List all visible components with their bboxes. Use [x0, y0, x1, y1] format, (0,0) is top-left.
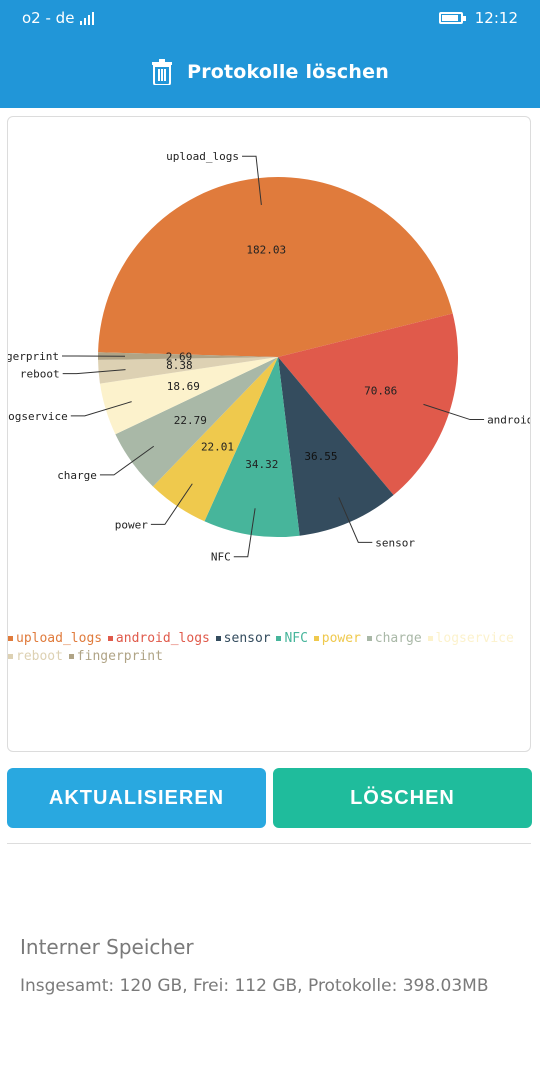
pie-leader-line [150, 483, 193, 525]
refresh-button[interactable]: AKTUALISIEREN [7, 768, 266, 828]
legend-label: android_logs [115, 631, 210, 646]
divider [7, 843, 531, 844]
signal-icon [80, 11, 95, 25]
legend-label: sensor [223, 631, 271, 646]
pie-leader-line [99, 445, 155, 476]
legend-swatch [68, 654, 74, 659]
pie-category-label: power [115, 518, 148, 531]
pie-value-label: 70.86 [364, 384, 397, 397]
pie-slice-nfc [204, 357, 300, 537]
legend-item: logservice [427, 631, 514, 646]
delete-button[interactable]: LÖSCHEN [273, 768, 532, 828]
legend-label: upload_logs [16, 631, 103, 646]
pie-category-label: fingerprint [8, 350, 59, 363]
legend-item: power [313, 631, 361, 646]
pie-slice-android-logs [278, 313, 458, 496]
clock: 12:12 [474, 9, 518, 27]
legend-label: reboot [16, 649, 63, 664]
pie-value-label: 18.69 [167, 380, 200, 393]
storage-title: Interner Speicher [20, 935, 194, 959]
pie-chart: 182.03 upload_logs 70.86 android_logs 36.55 s… [8, 150, 530, 564]
pie-category-label: upload_logs [166, 150, 239, 163]
pie-value-label: 2.69 [166, 351, 193, 364]
pie-slice-logservice [99, 357, 278, 435]
legend-swatch [215, 636, 221, 641]
status-left: o2 - de [22, 9, 95, 27]
pie-value-label: 36.55 [304, 450, 337, 463]
legend-item: fingerprint [68, 649, 163, 664]
chart-card: 182.03 upload_logs 70.86 android_logs 36.55 s… [7, 116, 531, 752]
pie-slice-charge [115, 357, 278, 487]
pie-leader-line [338, 497, 373, 543]
pie-slice-sensor [278, 357, 394, 536]
pie-leader-line [242, 155, 262, 205]
legend-item: sensor [215, 631, 271, 646]
pie-value-label: 22.01 [201, 440, 234, 453]
chart-legend: upload_logs android_logs sensor NFC powe… [8, 630, 530, 666]
legend-label: power [321, 631, 361, 646]
legend-label: NFC [284, 631, 308, 646]
legend-label: charge [374, 631, 422, 646]
pie-slice-fingerprint [97, 352, 278, 360]
pie-leader-line [423, 403, 485, 421]
status-right: 12:12 [438, 9, 518, 27]
pie-leader-line [233, 508, 256, 558]
pie-category-label: reboot [20, 368, 60, 381]
legend-swatch [276, 636, 282, 641]
legend-swatch [107, 636, 113, 641]
app-bar: Protokolle löschen [0, 36, 540, 108]
trash-icon [152, 59, 173, 85]
legend-item: android_logs [107, 631, 210, 646]
pie-value-label: 8.38 [166, 359, 193, 372]
storage-info: Insgesamt: 120 GB, Frei: 112 GB, Protoko… [20, 976, 489, 996]
pie-leader-line [70, 401, 132, 417]
battery-icon [438, 12, 466, 24]
legend-swatch [8, 636, 13, 641]
legend-swatch [427, 636, 433, 641]
pie-slice-upload-logs [98, 177, 453, 357]
legend-label: fingerprint [76, 649, 163, 664]
legend-item: charge [366, 631, 422, 646]
pie-category-label: NFC [211, 551, 231, 564]
pie-category-label: sensor [375, 536, 415, 549]
legend-swatch [313, 636, 319, 641]
page-title: Protokolle löschen [187, 61, 389, 83]
pie-category-label: android_logs [487, 414, 530, 427]
pie-leader-line [62, 369, 126, 375]
status-bar: o2 - de 12:12 [0, 0, 540, 36]
pie-slice-power [152, 357, 278, 522]
legend-swatch [366, 636, 372, 641]
carrier-name: o2 - de [22, 9, 75, 27]
legend-item: NFC [276, 631, 308, 646]
pie-category-label: charge [57, 469, 97, 482]
pie-value-label: 34.32 [245, 458, 278, 471]
pie-category-label: logservice [8, 410, 68, 423]
pie-value-label: 182.03 [246, 244, 286, 257]
legend-swatch [8, 654, 13, 659]
pie-value-label: 22.79 [174, 414, 207, 427]
legend-label: logservice [435, 631, 514, 646]
legend-item: upload_logs [8, 631, 102, 646]
legend-item: reboot [8, 649, 63, 664]
pie-slice-reboot [98, 357, 278, 384]
